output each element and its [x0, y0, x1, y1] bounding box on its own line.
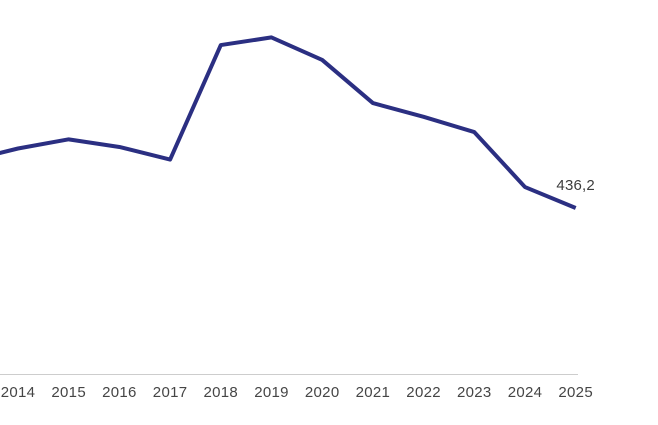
end-value-label: 436,2: [556, 176, 595, 194]
series-line: [0, 35, 577, 210]
